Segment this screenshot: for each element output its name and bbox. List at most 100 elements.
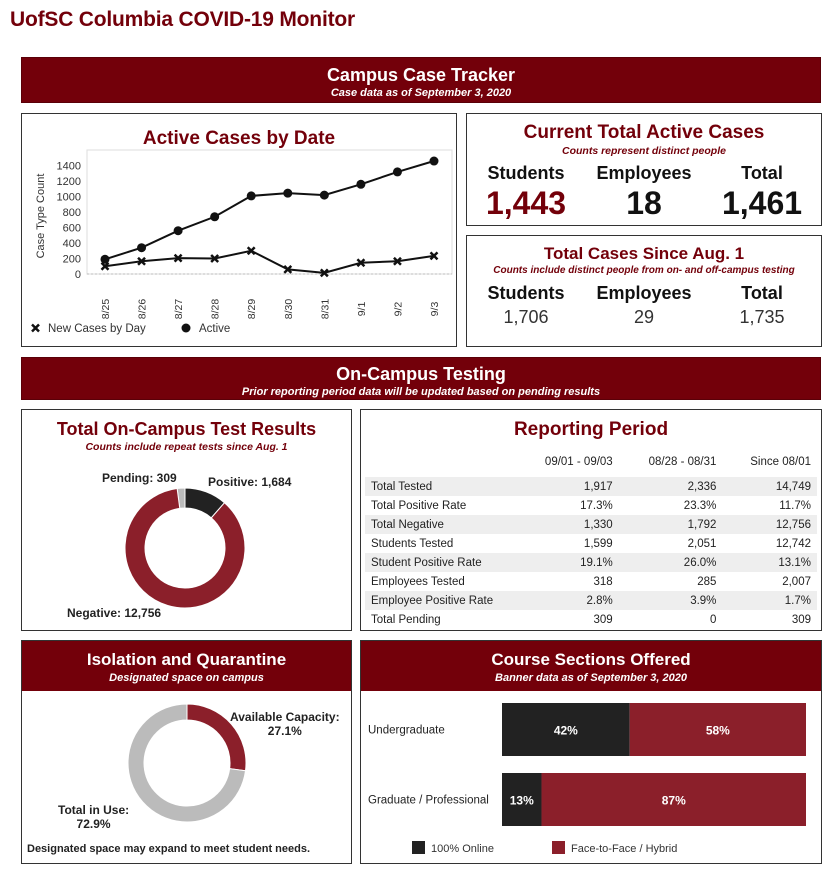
new-cases-point (393, 256, 402, 266)
legend-swatch-hybrid (552, 841, 565, 854)
negative-label: Negative: 12,756 (67, 606, 162, 620)
x-tick-label: 9/1 (356, 302, 368, 317)
active-point (210, 212, 220, 222)
x-tick-label: 8/28 (210, 299, 222, 320)
row-cell: 26.0% (618, 553, 723, 572)
row-label: Total Negative (365, 515, 515, 534)
current-total-label: Total (741, 163, 783, 183)
test-results-subtitle: Counts include repeat tests since Aug. 1 (85, 441, 288, 453)
row-label: Student Positive Rate (365, 553, 515, 572)
isolation-note: Designated space may expand to meet stud… (27, 843, 311, 855)
row-cell: 23.3% (683, 499, 717, 512)
bar-segment (502, 703, 630, 756)
reporting-panel: Reporting Period 09/01 - 09/03 08/28 - 0… (360, 409, 822, 631)
isolation-donut (127, 703, 247, 823)
row-cell: 1,792 (618, 515, 723, 534)
isolation-header: Isolation and Quarantine Designated spac… (22, 641, 351, 691)
available-capacity-value: 27.1% (267, 724, 302, 738)
test-results-title: Total On-Campus Test Results (56, 419, 317, 439)
row-cell: 309 (791, 613, 811, 626)
legend-dot-icon (181, 323, 191, 333)
new-cases-point (356, 258, 366, 268)
test-results-panel: Total On-Campus Test Results Counts incl… (21, 409, 352, 631)
new-cases-point (210, 254, 220, 263)
campus-banner-subtitle: Case data as of September 3, 2020 (330, 87, 512, 99)
table-row: Total Tested 1,917 2,336 14,749 (365, 477, 817, 496)
series-line (104, 160, 435, 261)
current-employees-label: Employees (596, 163, 692, 183)
courses-title: Course Sections Offered (491, 650, 691, 669)
row-label: Total Tested (365, 477, 515, 496)
available-capacity-label: Available Capacity: 27.1% (230, 710, 340, 738)
active-point (356, 179, 366, 189)
bar-segment (502, 773, 542, 826)
in-use-text: Total in Use: (58, 803, 130, 817)
in-use-label: Total in Use: 72.9% (58, 803, 129, 831)
testing-banner-title: On-Campus Testing (336, 364, 506, 384)
y-tick-label: 400 (63, 238, 81, 250)
x-tick-label: 8/31 (319, 299, 331, 320)
current-employees-value: 18 (626, 185, 662, 221)
table-row: Student Positive Rate 19.1% 26.0% 13.1% (365, 553, 817, 572)
row-cell: 1.7% (722, 591, 817, 610)
legend-cross-icon (31, 323, 40, 333)
active-cases-chart: Active Cases by Date 0 200 400 600 800 1000 120… (31, 128, 453, 335)
active-point (100, 254, 110, 264)
row-cell: 1,599 (583, 537, 613, 550)
y-tick-label: 800 (63, 207, 81, 219)
new-cases-point (283, 264, 293, 274)
x-tick-label: 8/30 (283, 299, 295, 320)
x-tick-label: 8/25 (100, 299, 112, 320)
total-since-title: Total Cases Since Aug. 1 (543, 244, 745, 263)
row-label: Total Positive Rate (371, 499, 467, 512)
y-tick-label: 600 (63, 223, 81, 235)
reporting-table: 09/01 - 09/03 08/28 - 08/31 Since 08/01 … (365, 447, 817, 629)
reporting-header-blank (365, 447, 515, 477)
table-row: Employees Tested 318 285 2,007 (365, 572, 817, 591)
reporting-header-row: 09/01 - 09/03 08/28 - 08/31 Since 08/01 (365, 447, 817, 477)
table-row: Total Positive Rate 17.3% 23.3% 11.7% (365, 496, 817, 515)
row-label: Employees Tested (371, 575, 465, 588)
legend-label: Face-to-Face / Hybrid (571, 843, 677, 855)
testing-banner: On-Campus Testing Prior reporting period… (21, 357, 821, 400)
active-cases-panel: Active Cases by Date 0 200 400 600 800 1000 120… (21, 113, 457, 347)
courses-header: Course Sections Offered Banner data as o… (361, 641, 821, 691)
since-employees-value: 29 (633, 307, 655, 327)
plot-area (86, 149, 453, 275)
test-results-donut (124, 487, 246, 609)
courses-panel: Course Sections Offered Banner data as o… (360, 640, 822, 864)
row-cell: 13.1% (722, 553, 817, 572)
table-row: Students Tested 1,599 2,051 12,742 (365, 534, 817, 553)
current-total-value: 1,461 (721, 185, 803, 221)
bar-value-label: 87% (662, 794, 686, 808)
positive-label: Positive: 1,684 (208, 475, 292, 489)
bar-category-label: Graduate / Professional (368, 795, 489, 807)
row-label: Students Tested (371, 537, 454, 550)
active-point (137, 243, 147, 253)
x-tick-label: 9/2 (392, 302, 404, 317)
y-tick-label: 1200 (57, 176, 81, 188)
active-point (392, 167, 402, 177)
active-point (173, 226, 183, 236)
x-tick-label: 8/26 (137, 299, 149, 320)
row-label: Employee Positive Rate (365, 591, 515, 610)
reporting-col-2: 08/28 - 08/31 (648, 456, 717, 468)
row-cell: 12,756 (722, 515, 817, 534)
row-cell: 12,742 (775, 537, 811, 550)
page-title: UofSC Columbia COVID-19 Monitor (10, 8, 355, 31)
chart-title: Active Cases by Date (143, 128, 335, 149)
active-point (429, 156, 439, 166)
row-cell: 309 (593, 613, 613, 626)
new-cases-point (100, 261, 110, 271)
in-use-value: 72.9% (76, 817, 111, 831)
pending-label: Pending: 309 (102, 471, 177, 485)
new-cases-point (429, 251, 439, 261)
since-employees-label: Employees (596, 283, 692, 303)
in-use-slice (127, 703, 247, 823)
isolation-title: Isolation and Quarantine (86, 650, 287, 669)
row-cell: 3.9% (618, 591, 723, 610)
legend-label: New Cases by Day (48, 323, 146, 335)
row-cell: 2.8% (515, 591, 619, 610)
bar-segment (541, 773, 806, 826)
isolation-subtitle: Designated space on campus (109, 672, 264, 684)
